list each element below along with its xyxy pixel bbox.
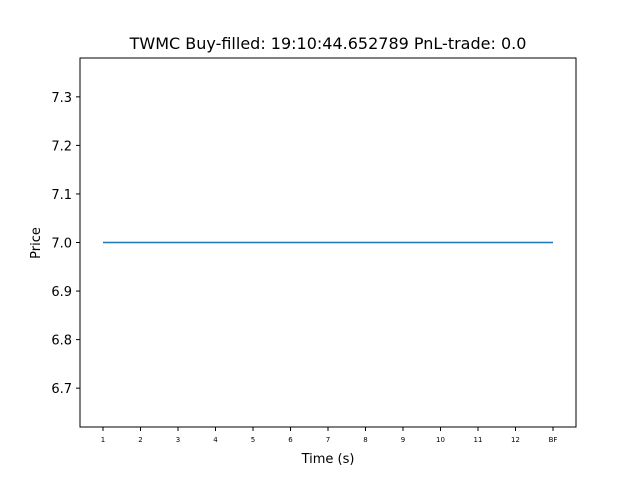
y-tick-label: 6.9 (51, 285, 72, 300)
x-tick-label: 3 (176, 436, 180, 444)
chart-title: TWMC Buy-filled: 19:10:44.652789 PnL-tra… (129, 34, 527, 53)
x-tick-label: 8 (363, 436, 367, 444)
x-tick-label: 1 (101, 436, 105, 444)
x-tick-label: 6 (288, 436, 293, 444)
x-tick-label: BF (549, 436, 558, 444)
y-tick-label: 6.7 (51, 382, 72, 397)
x-axis: 1 2 3 4 5 6 7 8 9 10 11 12 BF (101, 427, 558, 444)
y-axis-label: Price (29, 227, 44, 259)
x-tick-label: 5 (251, 436, 255, 444)
y-tick-label: 7.1 (51, 188, 72, 203)
x-axis-label: Time (s) (301, 452, 355, 467)
x-tick-label: 10 (436, 436, 445, 444)
y-tick-label: 7.3 (51, 91, 72, 106)
x-tick-label: 11 (474, 436, 483, 444)
y-tick-label: 7.2 (51, 139, 72, 154)
y-axis: 6.7 6.8 6.9 7.0 7.1 7.2 7.3 (51, 91, 80, 397)
y-tick-label: 7.0 (51, 237, 72, 252)
x-tick-label: 4 (213, 436, 218, 444)
x-tick-label: 12 (511, 436, 520, 444)
x-tick-label: 2 (138, 436, 142, 444)
y-tick-label: 6.8 (51, 334, 72, 349)
x-tick-label: 7 (326, 436, 330, 444)
x-tick-label: 9 (401, 436, 405, 444)
